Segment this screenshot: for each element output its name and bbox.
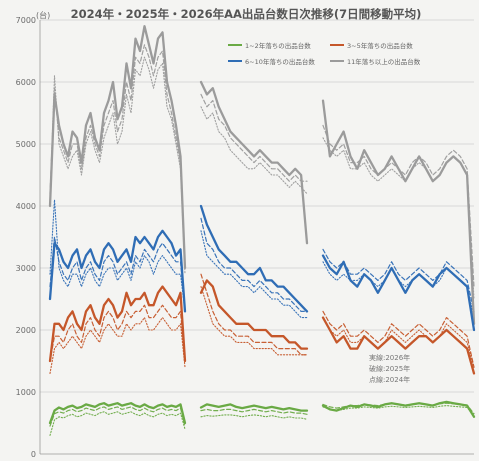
y-tick-label: 7000 (16, 16, 36, 25)
series-line (49, 44, 186, 269)
series-line (200, 286, 308, 356)
y-tick-label: 6000 (16, 78, 36, 87)
series-line (321, 254, 476, 332)
series-line (200, 408, 308, 415)
series-line (200, 414, 308, 420)
series-line (200, 230, 308, 319)
series-line (48, 402, 187, 425)
series-line (199, 279, 309, 350)
y-tick-label: 2000 (16, 326, 36, 335)
series-line (200, 217, 308, 312)
series-line (49, 199, 186, 312)
y-tick-label: 0 (31, 450, 36, 459)
series-line (49, 411, 186, 436)
legend-label: 1~2年落ちの出品台数 (245, 41, 311, 50)
series-line (48, 25, 187, 270)
series-line (49, 317, 186, 374)
series-line (321, 400, 476, 418)
series-line (200, 273, 308, 356)
series-line (321, 99, 476, 325)
series-line (199, 403, 309, 412)
series-line (199, 80, 309, 245)
series-line (321, 316, 476, 375)
y-tick-label: 3000 (16, 264, 36, 273)
line-style-note: 破線:2025年 (369, 364, 410, 373)
series-line (199, 204, 309, 313)
series-line (200, 106, 308, 195)
series-line (49, 236, 186, 312)
series-line (49, 56, 186, 275)
y-unit-label: (台) (36, 10, 50, 20)
series-line (49, 406, 186, 427)
legend-label: 6~10年落ちの出品台数 (245, 57, 315, 66)
line-style-note: 実線:2026年 (369, 353, 410, 362)
y-tick-label: 5000 (16, 140, 36, 149)
series-line (322, 317, 475, 368)
y-tick-label: 4000 (16, 202, 36, 211)
series-line (322, 248, 475, 312)
series-line (200, 93, 308, 182)
series-line (322, 310, 475, 368)
series-line (48, 285, 187, 363)
line-style-note: 点線:2024年 (369, 375, 410, 384)
legend: 1~2年落ちの出品台数 3~5年落ちの出品台数 6~10年落ちの出品台数 11年落ち以… (228, 41, 421, 66)
series-line (49, 304, 186, 362)
series-line (48, 229, 187, 313)
chart-title: 2024年・2025年・2026年AA出品台数日次推移(7日間移動平均) (71, 7, 422, 21)
legend-label: 11年落ち以上の出品台数 (347, 57, 421, 66)
legend-label: 3~5年落ちの出品台数 (347, 41, 413, 50)
y-tick-label: 1000 (16, 388, 36, 397)
series-line (322, 405, 475, 417)
